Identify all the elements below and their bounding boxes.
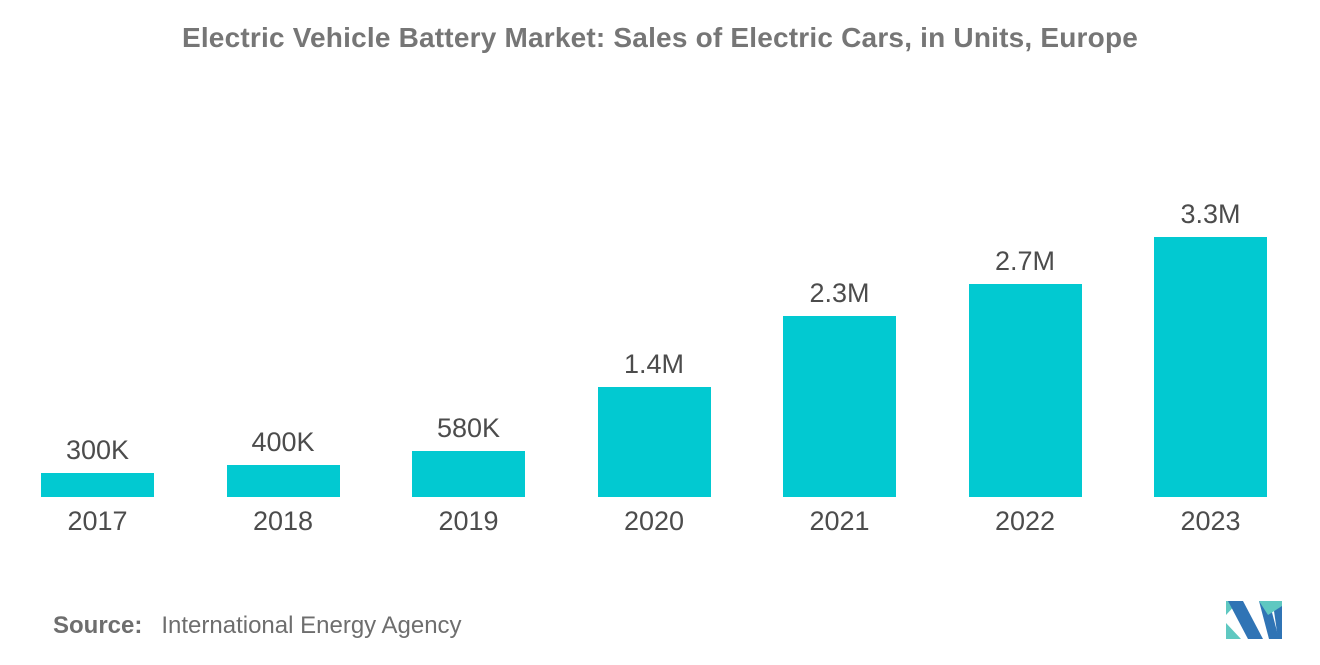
bar-2018 bbox=[226, 465, 340, 497]
bar-2022 bbox=[968, 284, 1082, 497]
x-axis-label-2018: 2018 bbox=[252, 506, 314, 536]
bar-value-label-2020: 1.4M bbox=[623, 349, 685, 379]
bar-2021 bbox=[783, 316, 896, 497]
logo-blue-right-band bbox=[1259, 601, 1279, 639]
bar-value-label-2021: 2.3M bbox=[809, 278, 870, 308]
source-row: Source: International Energy Agency bbox=[53, 612, 462, 640]
bar-2017 bbox=[41, 473, 154, 497]
bar-chart: 300K 2017 400K 2018 580K 2019 1.4M 2020 2.3M 2021… bbox=[41, 197, 1267, 535]
x-axis-label-2022: 2022 bbox=[994, 506, 1056, 536]
bar-group-2022: 2.7M 2022 bbox=[968, 197, 1082, 536]
bar-value-label-2022: 2.7M bbox=[994, 246, 1056, 276]
source-text: International Energy Agency bbox=[161, 612, 462, 639]
bar-group-2019: 580K 2019 bbox=[412, 197, 525, 535]
bar-2023 bbox=[1154, 237, 1267, 497]
chart-title: Electric Vehicle Battery Market: Sales o… bbox=[181, 22, 1139, 53]
logo-blue-right-edge bbox=[1274, 603, 1282, 639]
bar-value-label-2023: 3.3M bbox=[1180, 199, 1241, 229]
logo-teal-top-right bbox=[1259, 601, 1282, 615]
bar-group-2017: 300K 2017 bbox=[41, 197, 154, 535]
bar-group-2018: 400K 2018 bbox=[226, 197, 340, 536]
logo-teal-bottom-left bbox=[1226, 623, 1241, 639]
bar-group-2021: 2.3M 2021 bbox=[783, 197, 896, 535]
bar-value-label-2019: 580K bbox=[436, 413, 501, 443]
bar-value-label-2017: 300K bbox=[65, 435, 130, 465]
x-axis-label-2023: 2023 bbox=[1180, 506, 1241, 536]
x-axis-label-2019: 2019 bbox=[438, 506, 499, 536]
bar-2020 bbox=[597, 387, 711, 497]
bar-2019 bbox=[412, 451, 525, 497]
logo-blue-left-band bbox=[1228, 601, 1263, 639]
x-axis-label-2020: 2020 bbox=[623, 506, 685, 536]
bar-group-2023: 3.3M 2023 bbox=[1154, 197, 1267, 535]
x-axis-label-2017: 2017 bbox=[67, 506, 128, 536]
source-label: Source: bbox=[53, 612, 143, 639]
x-axis-label-2021: 2021 bbox=[809, 506, 870, 536]
bar-value-label-2018: 400K bbox=[251, 427, 315, 457]
bar-group-2020: 1.4M 2020 bbox=[597, 197, 711, 536]
mordor-intelligence-logo bbox=[1226, 601, 1282, 639]
